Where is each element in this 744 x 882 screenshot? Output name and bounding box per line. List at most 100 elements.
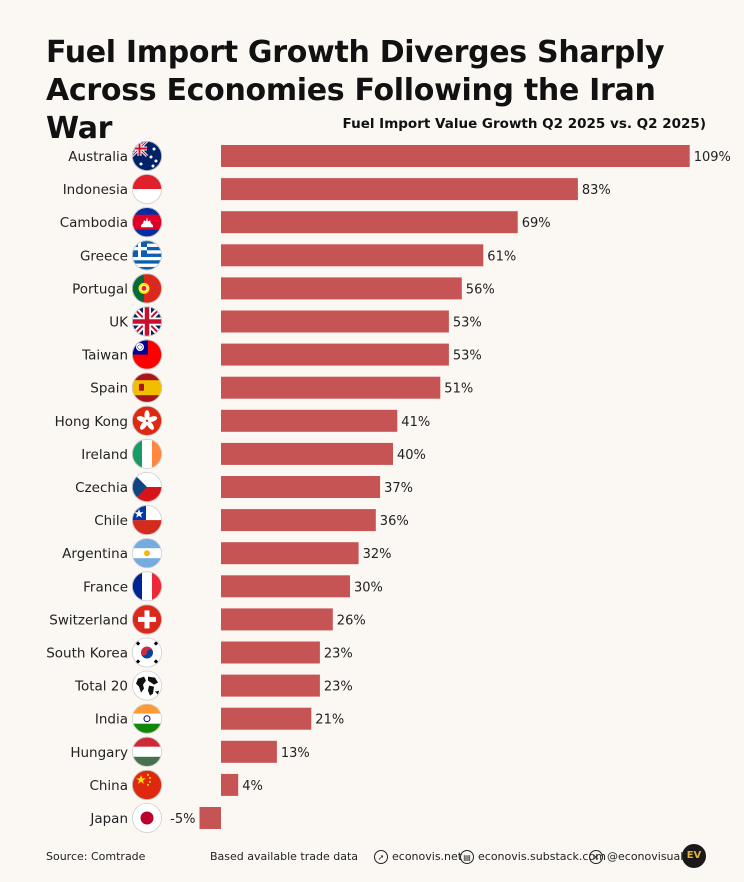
bar-ireland bbox=[221, 442, 393, 465]
category-label-argentina: Argentina bbox=[62, 546, 128, 562]
hungary-flag-icon bbox=[131, 736, 163, 767]
category-label-taiwan: Taiwan bbox=[81, 348, 128, 364]
bar-australia bbox=[221, 145, 690, 167]
note-text: Based available trade data bbox=[210, 850, 359, 863]
japan-flag-icon bbox=[131, 802, 163, 834]
value-label-uk: 53% bbox=[453, 316, 482, 331]
econovis-logo: EV bbox=[682, 844, 706, 868]
india-flag-icon bbox=[131, 703, 163, 734]
hong-kong-flag-icon bbox=[131, 405, 163, 436]
value-label-argentina: 32% bbox=[363, 547, 392, 562]
greece-flag-icon bbox=[131, 240, 163, 271]
category-label-czechia: Czechia bbox=[75, 480, 128, 496]
x-handle-text: @econovisuals bbox=[607, 850, 690, 863]
category-label-cambodia: Cambodia bbox=[60, 215, 128, 231]
substack-text: econovis.substack.com bbox=[478, 850, 606, 863]
bar-czechia bbox=[221, 476, 381, 498]
bar-uk bbox=[221, 310, 449, 333]
value-label-chile: 36% bbox=[380, 514, 409, 529]
bar-india bbox=[221, 707, 312, 730]
bar-chile bbox=[221, 509, 376, 532]
cursor-icon: ➚ bbox=[374, 850, 388, 864]
value-label-indonesia: 83% bbox=[582, 183, 611, 198]
substack-icon: ▤ bbox=[460, 850, 474, 864]
value-label-greece: 61% bbox=[487, 249, 516, 264]
bar-indonesia bbox=[221, 178, 578, 201]
value-label-spain: 51% bbox=[444, 382, 473, 397]
value-label-south-korea: 23% bbox=[324, 647, 353, 662]
category-label-hungary: Hungary bbox=[70, 745, 128, 761]
bar-japan bbox=[199, 807, 221, 829]
value-label-india: 21% bbox=[315, 713, 344, 728]
website-text: econovis.net bbox=[392, 850, 463, 863]
substack-link[interactable]: ▤ econovis.substack.com bbox=[460, 850, 606, 864]
category-label-hong-kong: Hong Kong bbox=[55, 414, 128, 430]
x-icon: ✕ bbox=[589, 850, 603, 864]
category-label-australia: Australia bbox=[68, 149, 128, 165]
value-label-switzerland: 26% bbox=[337, 613, 366, 628]
value-label-ireland: 40% bbox=[397, 448, 426, 463]
bar-spain bbox=[221, 376, 441, 399]
bar-taiwan bbox=[221, 343, 449, 366]
value-label-cambodia: 69% bbox=[522, 216, 551, 231]
spain-flag-icon bbox=[131, 372, 163, 403]
category-label-india: India bbox=[95, 712, 128, 728]
france-flag-icon bbox=[131, 571, 163, 602]
bar-south-korea bbox=[221, 641, 320, 664]
category-label-spain: Spain bbox=[90, 381, 128, 397]
switzerland-flag-icon bbox=[131, 604, 163, 635]
value-label-france: 30% bbox=[354, 580, 383, 595]
value-label-australia: 109% bbox=[694, 150, 731, 165]
czechia-flag-icon bbox=[131, 471, 163, 503]
bar-greece bbox=[221, 244, 484, 267]
cambodia-flag-icon bbox=[131, 207, 163, 238]
footer: Source: Comtrade Based available trade d… bbox=[0, 846, 744, 870]
bar-cambodia bbox=[221, 211, 518, 234]
value-label-china: 4% bbox=[242, 779, 263, 794]
category-label-south-korea: South Korea bbox=[46, 646, 128, 662]
value-label-portugal: 56% bbox=[466, 282, 495, 297]
uk-flag-icon bbox=[131, 306, 163, 337]
category-label-ireland: Ireland bbox=[81, 447, 128, 463]
bar-hong-kong bbox=[221, 409, 398, 432]
globe-icon bbox=[131, 670, 163, 701]
category-label-france: France bbox=[83, 579, 128, 595]
ireland-flag-icon bbox=[131, 438, 163, 469]
china-flag-icon bbox=[131, 769, 163, 800]
bar-chart: Australia 109% Indonesia 83% Cambodia 69% Gree… bbox=[46, 140, 731, 834]
value-label-taiwan: 53% bbox=[453, 349, 482, 364]
category-label-portugal: Portugal bbox=[72, 281, 128, 297]
category-label-switzerland: Switzerland bbox=[49, 612, 128, 628]
australia-flag-icon bbox=[131, 140, 163, 172]
south-korea-flag-icon bbox=[131, 637, 163, 668]
bar-switzerland bbox=[221, 608, 333, 631]
category-label-china: China bbox=[89, 778, 128, 794]
value-label-hungary: 13% bbox=[281, 746, 310, 761]
portugal-flag-icon bbox=[131, 273, 163, 304]
bar-total-20 bbox=[221, 674, 320, 697]
taiwan-flag-icon bbox=[131, 339, 163, 370]
bar-france bbox=[221, 575, 350, 598]
bar-argentina bbox=[221, 542, 359, 565]
bar-portugal bbox=[221, 277, 462, 300]
category-label-japan: Japan bbox=[89, 811, 128, 827]
x-handle-link[interactable]: ✕ @econovisuals bbox=[589, 850, 689, 864]
value-label-hong-kong: 41% bbox=[401, 415, 430, 430]
category-label-total-20: Total 20 bbox=[74, 679, 128, 695]
value-label-japan: -5% bbox=[170, 812, 195, 827]
bar-hungary bbox=[221, 740, 277, 763]
chart-subtitle: Fuel Import Value Growth Q2 2025 vs. Q2 … bbox=[342, 116, 706, 132]
indonesia-flag-icon bbox=[131, 174, 163, 205]
website-link[interactable]: ➚ econovis.net bbox=[374, 850, 462, 864]
chile-flag-icon bbox=[131, 505, 163, 536]
bar-china bbox=[221, 773, 239, 796]
category-label-indonesia: Indonesia bbox=[63, 182, 128, 198]
source-text: Source: Comtrade bbox=[46, 850, 146, 863]
argentina-flag-icon bbox=[131, 538, 163, 569]
value-label-czechia: 37% bbox=[384, 481, 413, 496]
category-label-uk: UK bbox=[109, 315, 129, 331]
category-label-greece: Greece bbox=[80, 248, 128, 264]
value-label-total-20: 23% bbox=[324, 680, 353, 695]
chart-title: Fuel Import Growth Diverges Sharply Acro… bbox=[46, 35, 665, 146]
category-label-chile: Chile bbox=[94, 513, 128, 529]
